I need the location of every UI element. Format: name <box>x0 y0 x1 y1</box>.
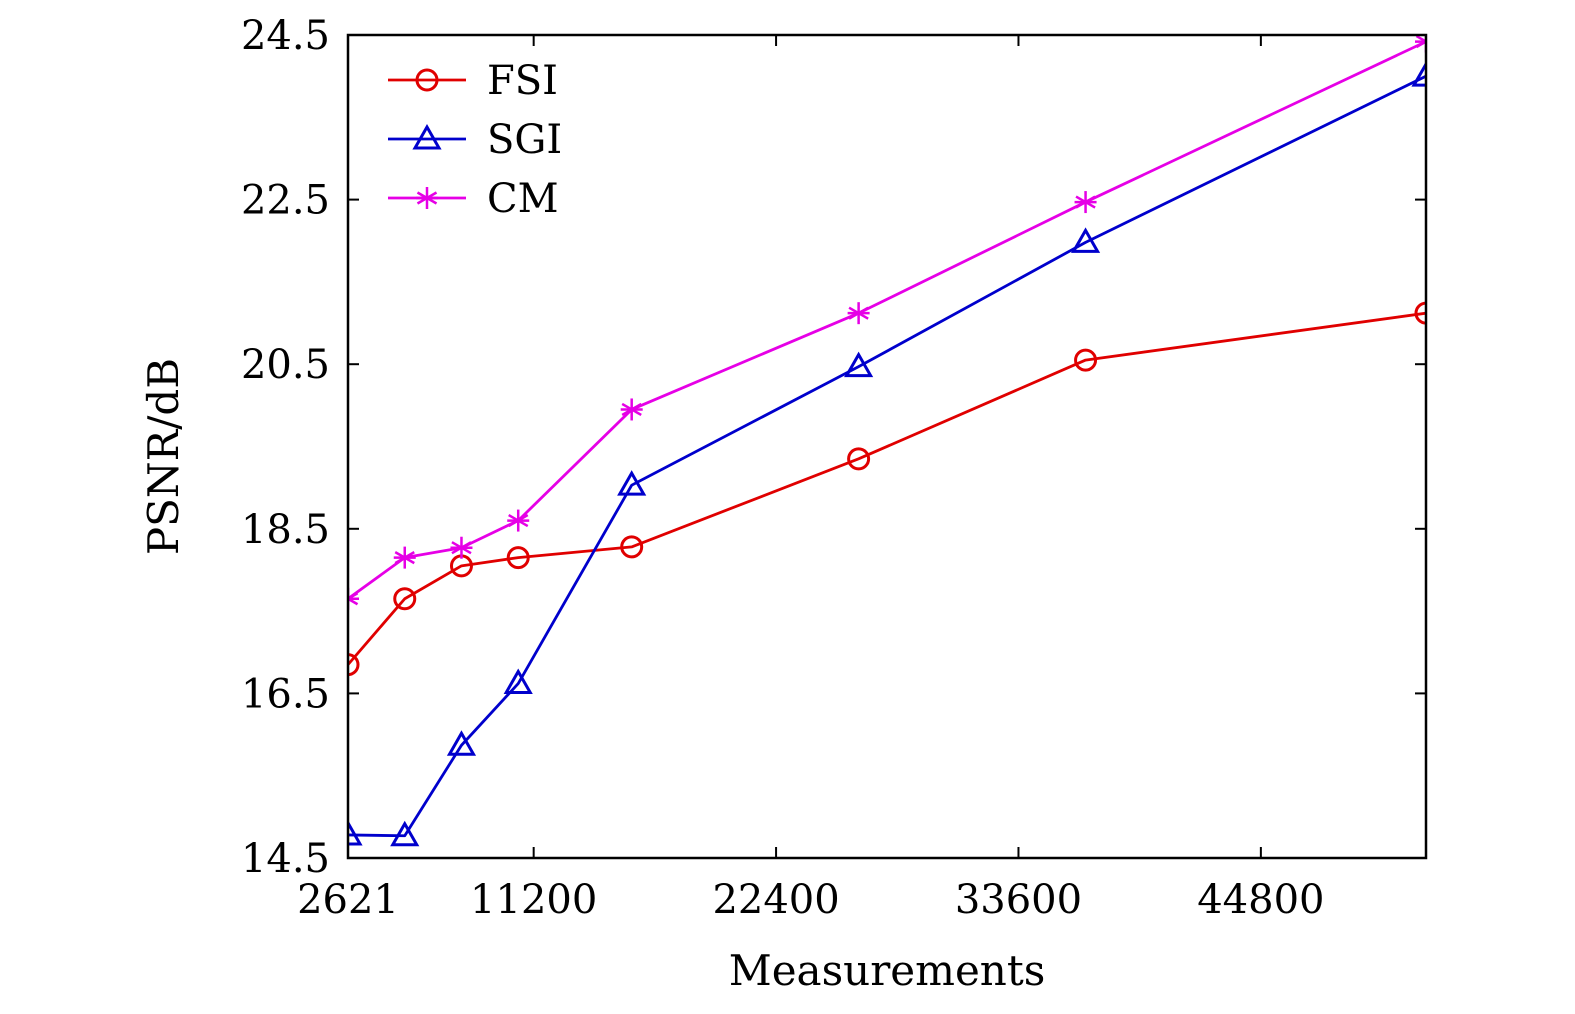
x-axis-title: Measurements <box>729 946 1046 995</box>
legend-item-sgi: SGI <box>388 117 562 163</box>
data-point-sgi <box>503 668 533 695</box>
data-point-sgi <box>348 819 363 846</box>
data-point-sgi <box>446 730 477 756</box>
legend-marker-sgi <box>412 123 442 150</box>
data-point-sgi <box>390 820 420 847</box>
legend-label: CM <box>487 176 559 222</box>
data-point-cm <box>1415 35 1426 53</box>
data-point-cm <box>847 302 870 325</box>
data-point-fsi <box>1414 301 1426 325</box>
legend-label: FSI <box>487 58 558 104</box>
series-cm <box>348 35 1426 610</box>
data-point-cm <box>507 509 530 532</box>
series-line-sgi <box>348 74 1426 838</box>
legend-item-cm: CM <box>388 176 559 222</box>
data-point-sgi <box>617 470 647 496</box>
y-tick-label: 18.5 <box>241 507 330 553</box>
y-tick-label: 22.5 <box>241 178 330 224</box>
data-point-sgi <box>844 351 874 378</box>
data-point-fsi <box>506 546 530 570</box>
x-tick-label: 22400 <box>712 877 839 923</box>
series-sgi <box>348 61 1426 847</box>
y-tick-label: 14.5 <box>241 836 330 882</box>
legend: FSI SGI CM <box>388 58 562 222</box>
series-fsi <box>348 301 1426 677</box>
data-point-cm <box>348 587 359 610</box>
data-point-sgi <box>1070 227 1101 253</box>
data-point-fsi <box>1074 348 1098 372</box>
data-point-fsi <box>348 653 360 677</box>
x-tick-label: 44800 <box>1197 877 1324 923</box>
data-point-sgi <box>1411 61 1426 87</box>
legend-marker-cm <box>416 187 438 209</box>
plot-area-frame <box>346 33 1428 860</box>
data-point-fsi <box>393 587 417 611</box>
legend-label: SGI <box>487 117 562 163</box>
y-tick-label: 24.5 <box>241 13 330 59</box>
y-tick-label: 16.5 <box>241 671 330 717</box>
x-tick-label: 2621 <box>297 877 399 923</box>
data-point-fsi <box>847 447 871 471</box>
data-point-cm <box>620 398 643 421</box>
series-line-fsi <box>348 311 1426 666</box>
data-point-cm <box>393 546 416 569</box>
data-point-cm <box>450 536 473 559</box>
x-tick-label: 33600 <box>955 877 1082 923</box>
legend-marker-fsi <box>415 68 439 92</box>
y-tick-label: 20.5 <box>241 342 330 388</box>
x-tick-label: 11200 <box>470 877 597 923</box>
series-layer <box>348 35 1426 847</box>
y-axis-title: PSNR/dB <box>139 358 188 555</box>
data-point-fsi <box>620 535 644 559</box>
legend-item-fsi: FSI <box>388 58 558 104</box>
series-line-cm <box>348 40 1426 600</box>
axis-ticks: 2621 11200 22400 33600 44800 14.5 16.5 18.5 20.5… <box>241 13 1426 923</box>
data-point-cm <box>1074 191 1097 214</box>
